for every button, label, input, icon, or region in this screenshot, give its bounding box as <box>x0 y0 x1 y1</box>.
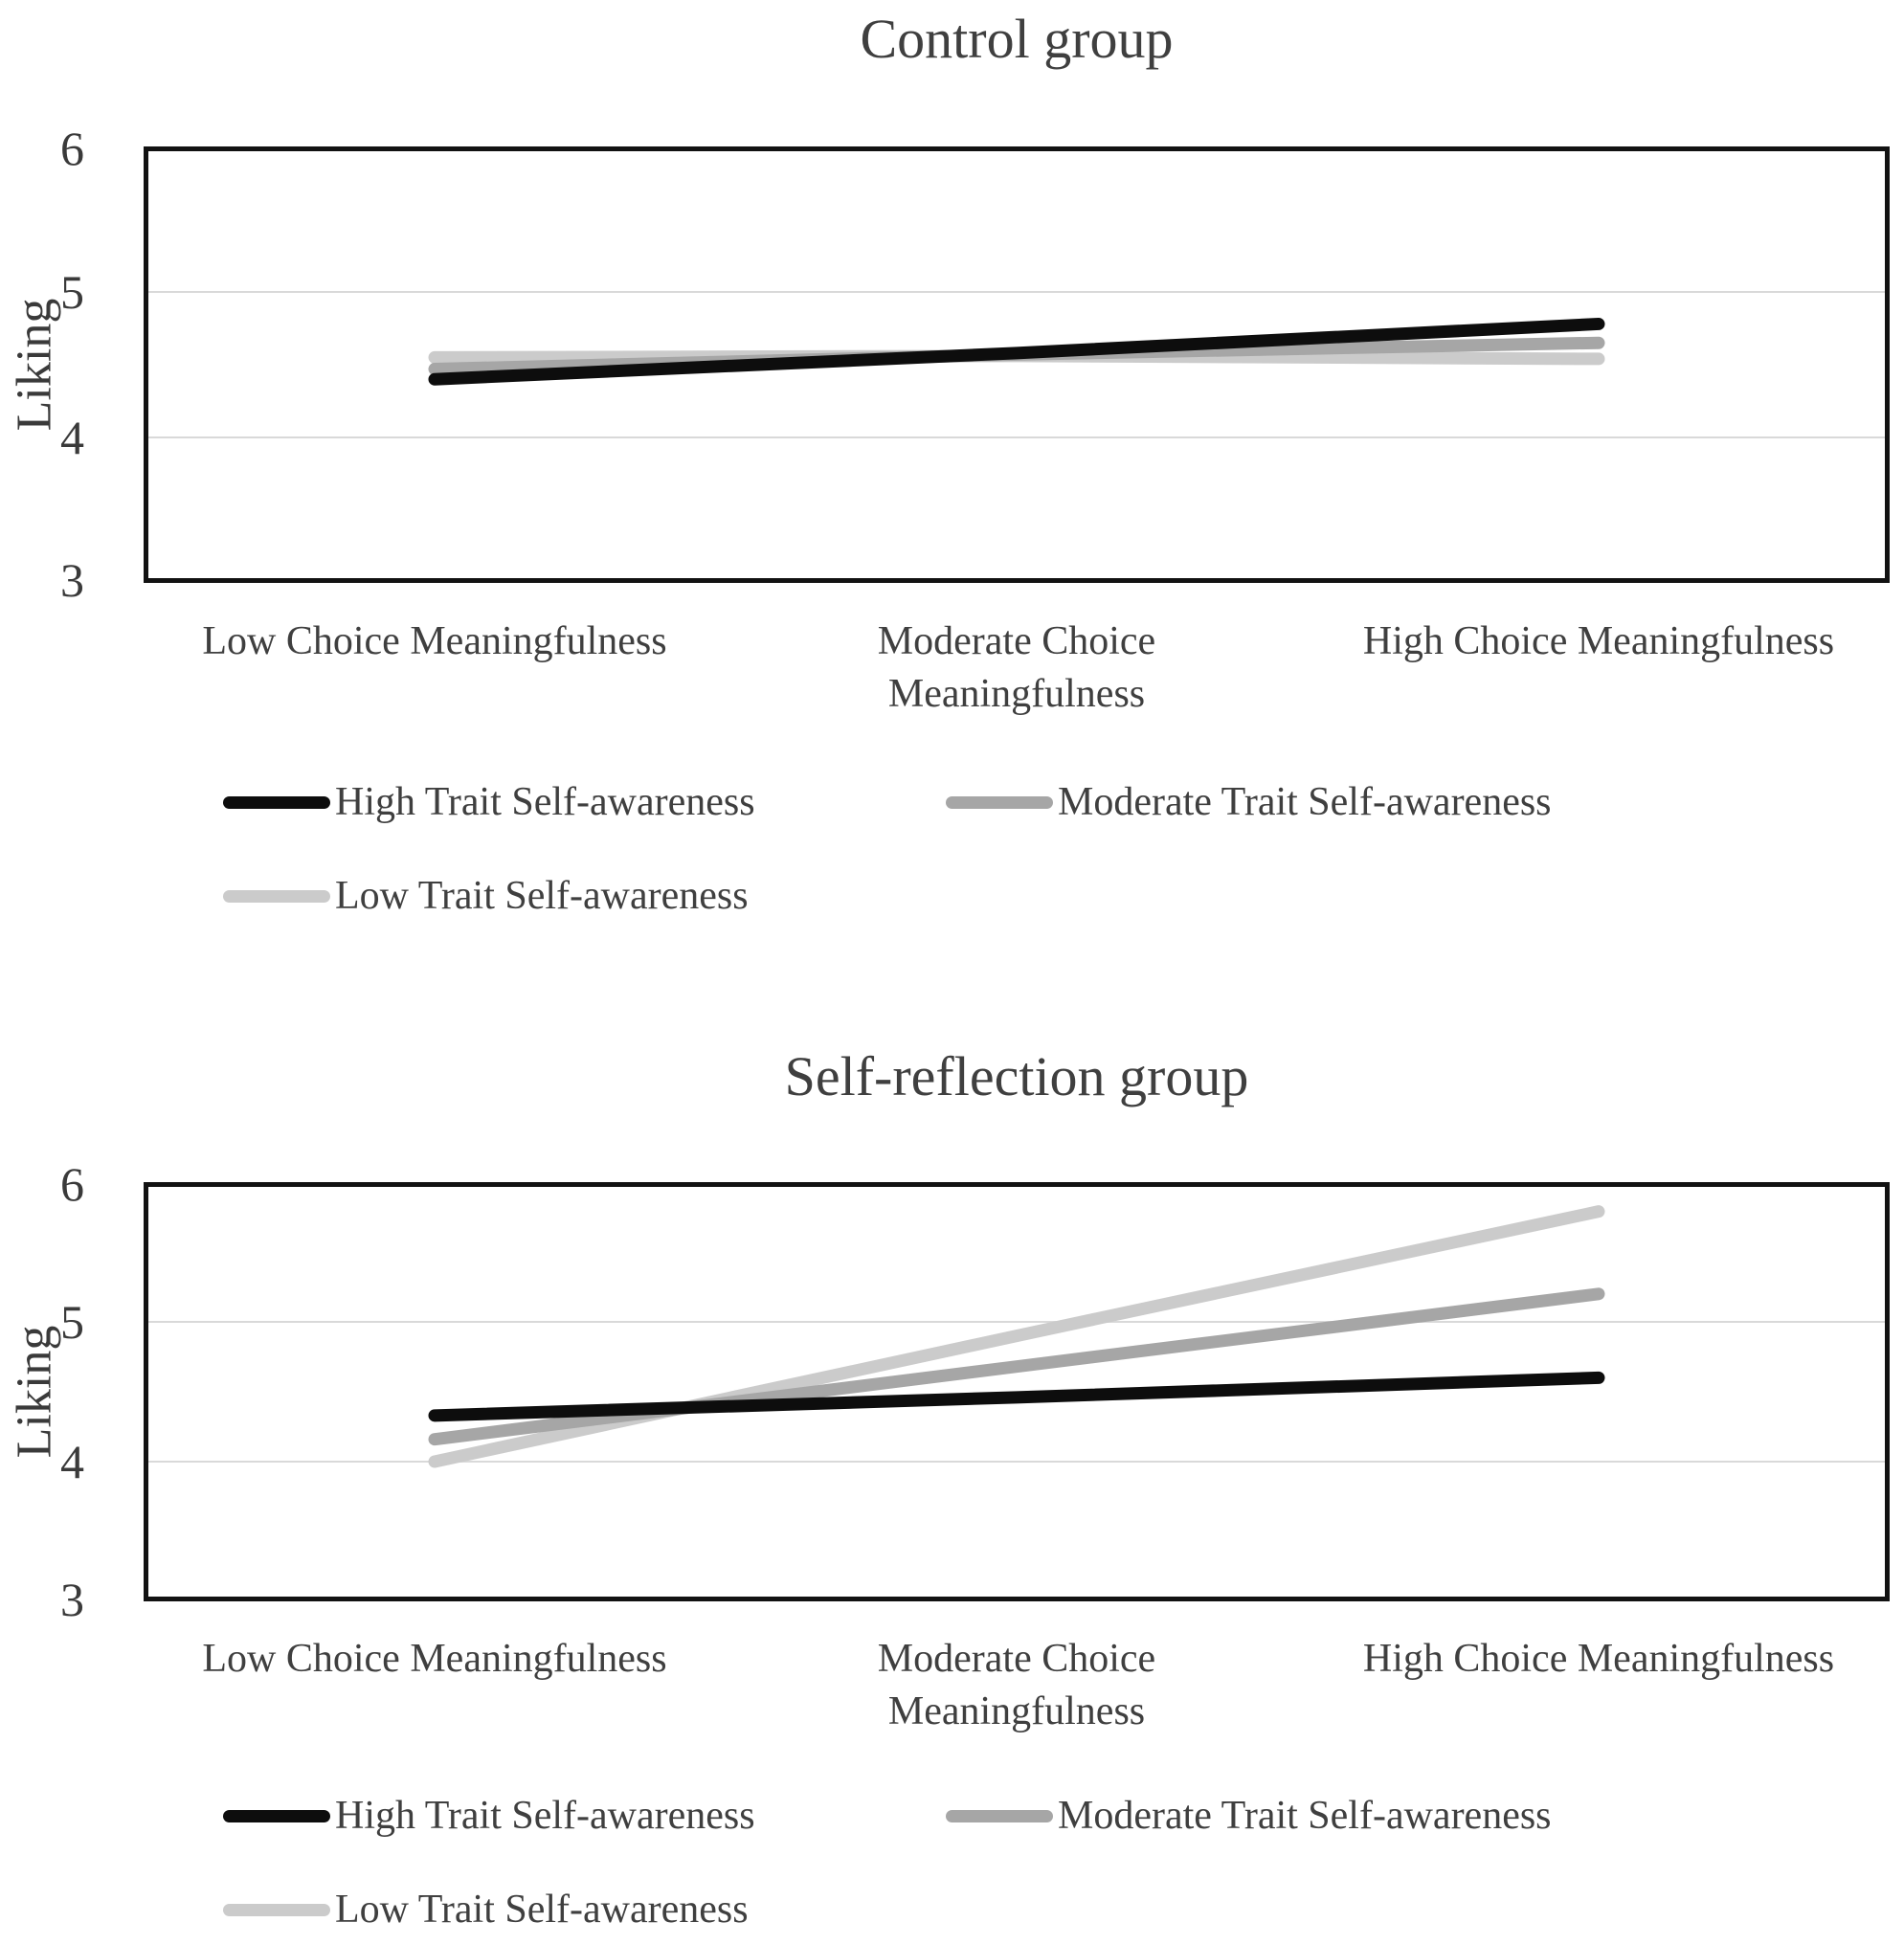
legend-label: Low Trait Self-awareness <box>335 1888 749 1932</box>
legend-label: High Trait Self-awareness <box>335 1794 755 1838</box>
legend-swatch-high-trait <box>223 1809 330 1822</box>
x-axis-category-label: High Choice Meaningfulness <box>1362 1637 1835 1681</box>
legend-swatch-moderate-trait <box>946 1809 1053 1822</box>
legend-swatch-low-trait <box>223 889 330 903</box>
legend-swatch-high-trait <box>223 795 330 809</box>
y-axis-tick-label: 3 <box>60 553 84 607</box>
legend-swatch-moderate-trait <box>946 795 1053 809</box>
legend-item: Moderate Trait Self-awareness <box>946 1791 1552 1841</box>
legend: High Trait Self-awareness Moderate Trait… <box>144 777 1890 930</box>
y-axis-tick-label: 4 <box>60 1435 84 1488</box>
y-axis-tick-label: 5 <box>60 265 84 319</box>
x-axis-category-label: High Choice Meaningfulness <box>1362 619 1835 663</box>
y-axis-tick-label: 3 <box>60 1573 84 1626</box>
legend-item: High Trait Self-awareness <box>223 777 755 827</box>
x-axis-category-label: Moderate Choice Meaningfulness <box>877 1637 1156 1733</box>
line-plot-area <box>144 1182 1890 1601</box>
legend-label: Low Trait Self-awareness <box>335 874 749 918</box>
legend-item: Low Trait Self-awareness <box>223 871 749 921</box>
y-axis-tick-label: 6 <box>60 1157 84 1211</box>
legend: High Trait Self-awareness Moderate Trait… <box>144 1791 1890 1944</box>
chart-title: Control group <box>860 8 1174 70</box>
x-axis-category-label: Low Choice Meaningfulness <box>202 1637 667 1681</box>
x-axis-category-label: Low Choice Meaningfulness <box>202 619 667 663</box>
legend-item: Moderate Trait Self-awareness <box>946 777 1552 827</box>
y-axis-tick-label: 5 <box>60 1295 84 1349</box>
x-axis-category-label: Moderate Choice Meaningfulness <box>877 619 1156 716</box>
legend-item: High Trait Self-awareness <box>223 1791 755 1841</box>
legend-label: High Trait Self-awareness <box>335 780 755 824</box>
y-axis-tick-label: 6 <box>60 122 84 175</box>
legend-label: Moderate Trait Self-awareness <box>1058 780 1552 824</box>
chart-title: Self-reflection group <box>784 1045 1249 1107</box>
legend-item: Low Trait Self-awareness <box>223 1885 749 1934</box>
y-axis-tick-label: 4 <box>60 411 84 464</box>
legend-swatch-low-trait <box>223 1903 330 1916</box>
line-plot-area <box>144 146 1890 583</box>
legend-label: Moderate Trait Self-awareness <box>1058 1794 1552 1838</box>
